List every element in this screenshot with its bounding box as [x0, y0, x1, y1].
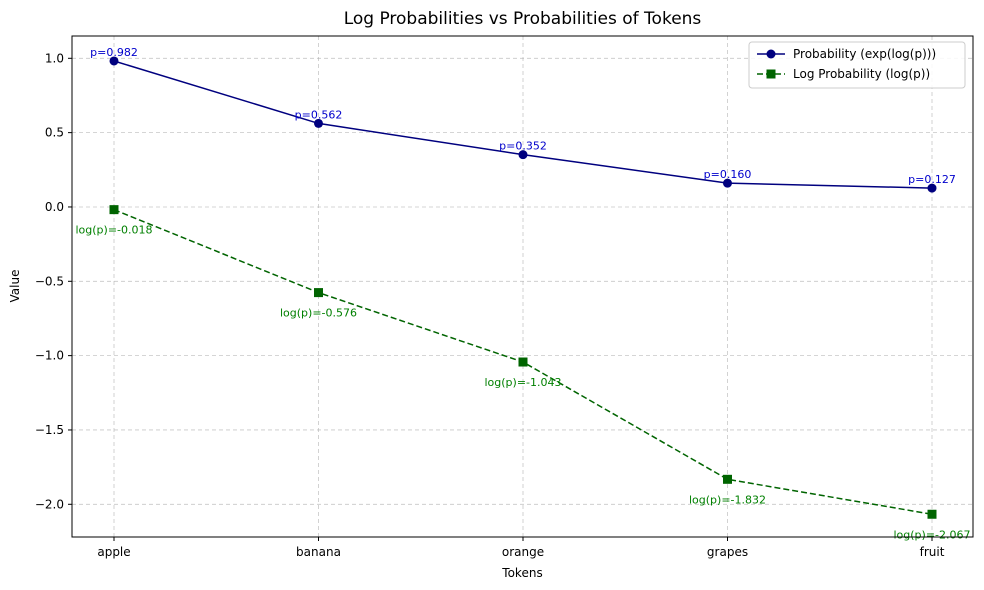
data-label: p=0.982: [90, 46, 138, 59]
y-tick-label: 0.0: [45, 200, 64, 214]
data-label: log(p)=-1.832: [689, 493, 766, 506]
data-point: [109, 205, 119, 215]
data-labels: p=0.982 p=0.562 p=0.352 p=0.160 p=0.127 log(p…: [75, 46, 970, 541]
data-label: p=0.127: [908, 173, 956, 186]
data-label: log(p)=-2.067: [893, 528, 970, 541]
data-point: [518, 357, 528, 367]
data-point: [109, 56, 119, 66]
y-tick-label: −0.5: [35, 274, 64, 288]
data-label: p=0.160: [704, 168, 752, 181]
y-tick-label: −2.0: [35, 497, 64, 511]
y-tick-label: −1.0: [35, 349, 64, 363]
data-label: log(p)=-1.043: [484, 376, 561, 389]
data-label: p=0.352: [499, 140, 547, 153]
data-point: [723, 178, 732, 188]
plot-frame: [71, 35, 974, 538]
series: [109, 56, 937, 519]
legend-marker: [766, 49, 776, 59]
legend-label: Log Probability (log(p)): [793, 67, 930, 81]
x-tick-label: grapes: [707, 545, 748, 559]
x-tick-label: orange: [502, 545, 544, 559]
data-point: [723, 474, 732, 484]
x-axis-title: Tokens: [501, 566, 542, 580]
data-point: [927, 509, 937, 519]
data-point: [314, 118, 323, 128]
legend-box: [748, 41, 966, 89]
y-tick-label: 1.0: [45, 51, 64, 65]
legend-marker: [766, 69, 776, 79]
data-label: log(p)=-0.576: [280, 307, 357, 320]
legend-label: Probability (exp(log(p))): [793, 47, 936, 61]
y-tick-label: 0.5: [45, 126, 64, 140]
chart-title: Log Probabilities vs Probabilities of To…: [344, 9, 702, 29]
legend: Probability (exp(log(p))) Log Probability…: [748, 41, 966, 89]
data-label: log(p)=-0.018: [75, 224, 152, 237]
data-point: [314, 288, 323, 298]
data-label: p=0.562: [295, 108, 343, 121]
x-tick-label: banana: [296, 545, 341, 559]
axes: apple banana orange grapes fruit 1.0 0.5 0.0 −0.…: [35, 51, 945, 559]
y-axis-title: Value: [8, 270, 22, 303]
x-tick-label: apple: [97, 545, 130, 559]
x-tick-label: fruit: [920, 545, 945, 559]
data-point: [518, 150, 528, 160]
grid: [72, 36, 973, 537]
data-point: [927, 183, 937, 193]
y-tick-label: −1.5: [35, 423, 64, 437]
